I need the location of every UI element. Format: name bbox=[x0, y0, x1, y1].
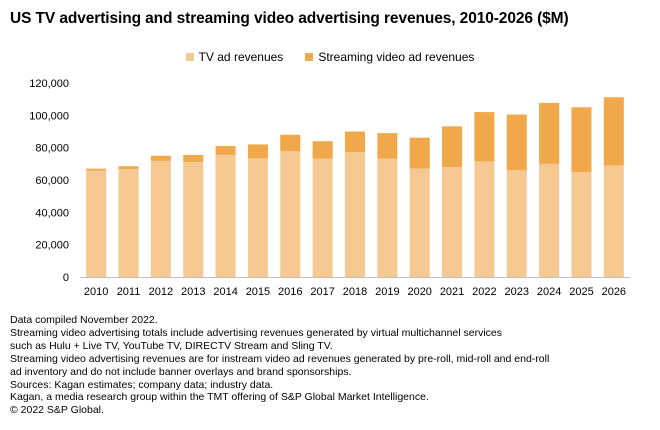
bar-tv-2025 bbox=[571, 171, 592, 277]
bar-tv-2012 bbox=[150, 160, 171, 277]
y-tick-label: 120,000 bbox=[29, 78, 69, 90]
bar-streaming-2016 bbox=[280, 134, 301, 152]
bar-tv-2013 bbox=[183, 161, 204, 277]
note-line: © 2022 S&P Global. bbox=[10, 404, 104, 417]
x-tick-label: 2024 bbox=[537, 286, 561, 298]
chart-notes: Data compiled November 2022. Streaming v… bbox=[10, 314, 655, 417]
x-tick-label: 2018 bbox=[343, 286, 367, 298]
x-tick-label: 2013 bbox=[181, 286, 205, 298]
note-line: ad inventory and do not include banner o… bbox=[10, 365, 352, 378]
bar-tv-2015 bbox=[247, 158, 268, 277]
bar-tv-2021 bbox=[442, 167, 463, 277]
bar-tv-2019 bbox=[377, 158, 398, 277]
bar-streaming-2013 bbox=[183, 154, 204, 162]
y-tick-label: 100,000 bbox=[29, 110, 69, 122]
bar-tv-2010 bbox=[86, 170, 107, 277]
chart-legend: TV ad revenues Streaming video ad revenu… bbox=[0, 50, 660, 64]
chart-title: US TV advertising and streaming video ad… bbox=[10, 10, 569, 27]
x-tick-label: 2010 bbox=[84, 286, 108, 298]
bar-tv-2016 bbox=[280, 151, 301, 277]
x-tick-label: 2021 bbox=[440, 286, 464, 298]
bar-streaming-2019 bbox=[377, 133, 398, 159]
x-tick-label: 2012 bbox=[149, 286, 173, 298]
note-line: Data compiled November 2022. bbox=[10, 314, 158, 326]
x-tick-label: 2015 bbox=[246, 286, 270, 298]
bar-streaming-2012 bbox=[150, 155, 171, 161]
x-tick-label: 2019 bbox=[375, 286, 399, 298]
legend-label-tv: TV ad revenues bbox=[198, 50, 284, 64]
bar-tv-2017 bbox=[312, 158, 333, 277]
note-line: Streaming video advertising totals inclu… bbox=[10, 326, 503, 339]
note-line: Kagan, a media research group within the… bbox=[10, 391, 429, 404]
y-tick-label: 60,000 bbox=[35, 175, 69, 187]
note-line: Sources: Kagan estimates; company data; … bbox=[10, 378, 274, 391]
legend-swatch-streaming bbox=[305, 53, 314, 61]
x-tick-label: 2022 bbox=[472, 286, 496, 298]
x-tick-label: 2017 bbox=[310, 286, 334, 298]
bar-tv-2014 bbox=[215, 154, 236, 277]
bar-streaming-2026 bbox=[603, 97, 624, 166]
bar-tv-2020 bbox=[409, 168, 430, 277]
bar-tv-2018 bbox=[344, 152, 366, 277]
y-tick-label: 0 bbox=[63, 272, 69, 284]
x-tick-label: 2026 bbox=[602, 286, 626, 298]
x-tick-label: 2020 bbox=[407, 286, 431, 298]
note-line: such as Hulu + Live TV, YouTube TV, DIRE… bbox=[10, 339, 333, 352]
bar-streaming-2025 bbox=[571, 107, 592, 172]
bar-streaming-2014 bbox=[215, 146, 236, 155]
bar-tv-2024 bbox=[539, 163, 560, 277]
legend-item-streaming: Streaming video ad revenues bbox=[305, 50, 474, 64]
bar-streaming-2023 bbox=[506, 114, 527, 171]
y-tick-label: 20,000 bbox=[35, 240, 69, 252]
chart-plot: 0 20,000 40,000 60,000 80,000 100,000 120,000 2… bbox=[29, 78, 630, 298]
x-tick-label: 2023 bbox=[505, 286, 529, 298]
bar-streaming-2010 bbox=[86, 168, 107, 171]
bar-streaming-2011 bbox=[118, 166, 139, 170]
bar-tv-2022 bbox=[474, 161, 495, 277]
bar-streaming-2015 bbox=[247, 144, 268, 159]
y-tick-label: 80,000 bbox=[35, 143, 69, 155]
bar-streaming-2024 bbox=[539, 102, 560, 164]
x-tick-label: 2014 bbox=[213, 286, 237, 298]
bar-streaming-2022 bbox=[474, 112, 495, 162]
x-tick-label: 2011 bbox=[117, 286, 141, 298]
legend-label-streaming: Streaming video ad revenues bbox=[318, 50, 475, 64]
bar-tv-2023 bbox=[506, 170, 527, 277]
bar-streaming-2017 bbox=[312, 141, 333, 159]
bar-tv-2011 bbox=[118, 169, 139, 277]
note-line: Streaming video advertising revenues are… bbox=[10, 352, 550, 365]
bar-streaming-2021 bbox=[442, 126, 463, 168]
legend-swatch-tv bbox=[185, 53, 194, 61]
bar-tv-2026 bbox=[603, 165, 624, 277]
legend-item-tv: TV ad revenues bbox=[185, 50, 284, 64]
y-tick-label: 40,000 bbox=[35, 207, 69, 219]
x-tick-label: 2025 bbox=[569, 286, 593, 298]
bar-streaming-2018 bbox=[344, 131, 366, 153]
bar-streaming-2020 bbox=[409, 137, 430, 169]
x-tick-label: 2016 bbox=[278, 286, 302, 298]
